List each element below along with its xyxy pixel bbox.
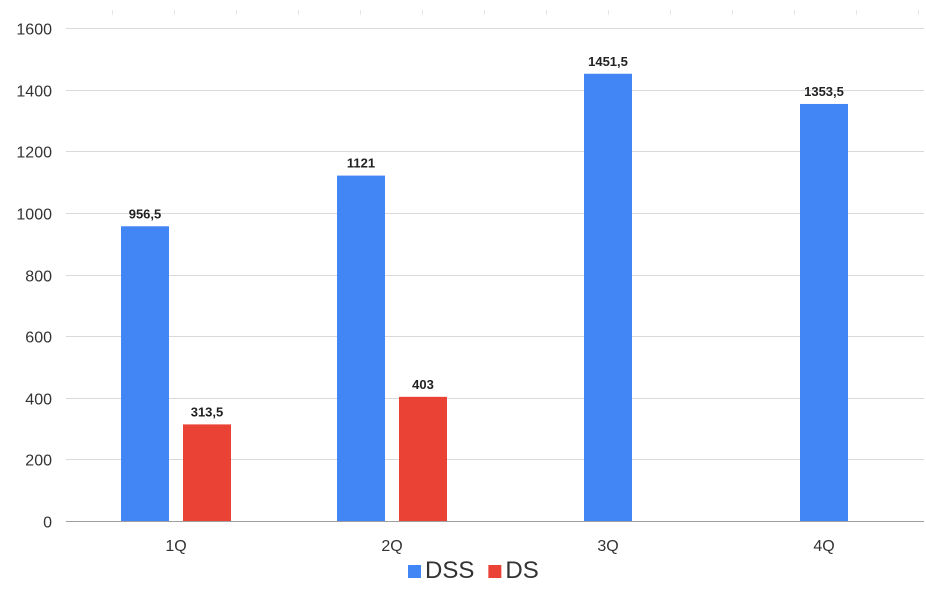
data-label: 1353,5 [804, 84, 844, 99]
data-label: 956,5 [129, 206, 162, 221]
bar-dss-2q [337, 175, 385, 522]
y-tick-label: 1400 [16, 84, 52, 101]
bar-ds-1q [183, 424, 231, 521]
legend: DSS DS [408, 557, 539, 584]
data-label: 1451,5 [588, 54, 628, 69]
data-labels: 956,5 1121 1451,5 1353,5 313,5 403 [129, 54, 844, 420]
y-tick-label: 0 [43, 515, 52, 532]
legend-label-dss: DSS [425, 557, 474, 584]
y-tick-label: 800 [25, 269, 52, 286]
y-tick-label: 1000 [16, 207, 52, 224]
x-tick-label: 2Q [381, 538, 402, 555]
bar-ds-2q [399, 396, 447, 521]
x-tick-label: 4Q [813, 538, 834, 555]
bars [121, 73, 848, 522]
y-tick-label: 200 [25, 453, 52, 470]
data-label: 403 [412, 377, 434, 392]
x-tick-label: 1Q [165, 538, 186, 555]
y-tick-label: 600 [25, 330, 52, 347]
axes: 0 200 400 600 800 1000 1200 1400 1600 1Q 2Q 3Q 4Q [16, 22, 834, 556]
y-tick-label: 1200 [16, 145, 52, 162]
legend-swatch-dss [408, 565, 421, 578]
legend-swatch-ds [488, 565, 502, 578]
x-tick-label: 3Q [597, 538, 618, 555]
bar-dss-4q [800, 103, 848, 521]
y-tick-label: 400 [25, 392, 52, 409]
bar-dss-3q [584, 73, 632, 521]
data-label: 1121 [347, 156, 375, 171]
y-tick-label: 1600 [16, 22, 52, 39]
data-label: 313,5 [191, 404, 224, 419]
bar-dss-1q [121, 226, 169, 521]
legend-label-ds: DS [505, 557, 538, 584]
